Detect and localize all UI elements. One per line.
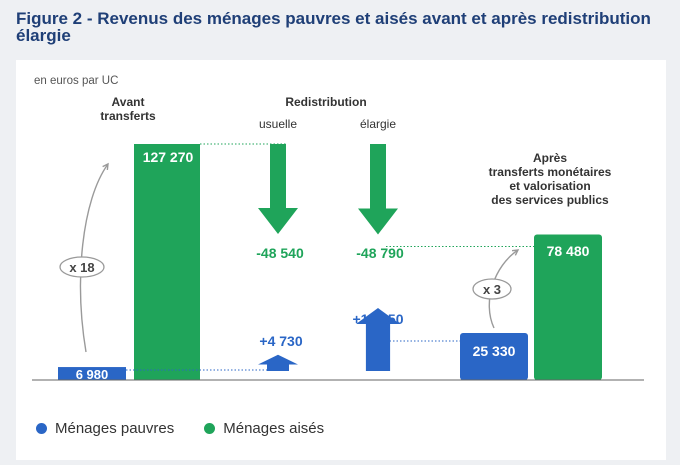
arrow-poor-extended: [356, 308, 400, 371]
unit-note: en euros par UC: [34, 75, 118, 87]
arrow-rich-extended: [358, 144, 398, 235]
label-rich-usual-value: -48 540: [256, 245, 304, 261]
chart-panel: en euros par UC Avant transferts Redistribu…: [16, 60, 666, 460]
label-rich-after-value: 78 480: [547, 243, 590, 259]
label-poor-before-value: 6 980: [76, 367, 109, 382]
arrow-poor-usual: [258, 354, 298, 371]
label-after-4: des services publics: [491, 193, 609, 207]
label-after-3: et valorisation: [509, 179, 590, 193]
legend: Ménages pauvres Ménages aisés: [36, 418, 324, 438]
legend-label-rich: Ménages aisés: [223, 419, 325, 437]
label-redistribution: Redistribution: [285, 95, 366, 109]
label-rich-extended-value: -48 790: [356, 245, 404, 261]
legend-label-poor: Ménages pauvres: [55, 419, 175, 437]
bar-poor-before: [58, 367, 126, 380]
bar-rich-before: [134, 144, 200, 380]
label-usual: usuelle: [259, 117, 297, 131]
label-after-1: Après: [533, 151, 567, 165]
label-before-2: transferts: [100, 109, 156, 123]
legend-item-poor: Ménages pauvres: [36, 420, 174, 437]
label-before-1: Avant: [112, 95, 145, 109]
legend-swatch-poor: [36, 422, 47, 434]
label-rich-before-value: 127 270: [143, 149, 194, 165]
ratio-oval-after: [472, 278, 512, 300]
ratio-label-before: x 18: [69, 260, 94, 275]
label-poor-extended-value: +18 350: [353, 311, 404, 327]
ratio-arrow-after-head: [511, 249, 520, 256]
bar-rich-after: [534, 234, 602, 380]
ratio-label-after: x 3: [483, 282, 501, 297]
ratio-oval-before: [59, 256, 105, 278]
label-extended: élargie: [360, 117, 396, 131]
figure-title: Figure 2 - Revenus des ménages pauvres e…: [16, 9, 651, 45]
label-poor-usual-value: +4 730: [259, 333, 302, 349]
legend-swatch-rich: [204, 422, 216, 434]
bar-poor-after: [460, 333, 528, 380]
label-after-2: transferts monétaires: [489, 165, 612, 179]
ratio-arrow-before: [79, 163, 109, 353]
arrow-rich-usual: [258, 144, 298, 235]
legend-item-rich: Ménages aisés: [204, 420, 324, 437]
ratio-arrow-before-head: [102, 162, 109, 171]
label-poor-after-value: 25 330: [473, 343, 516, 359]
